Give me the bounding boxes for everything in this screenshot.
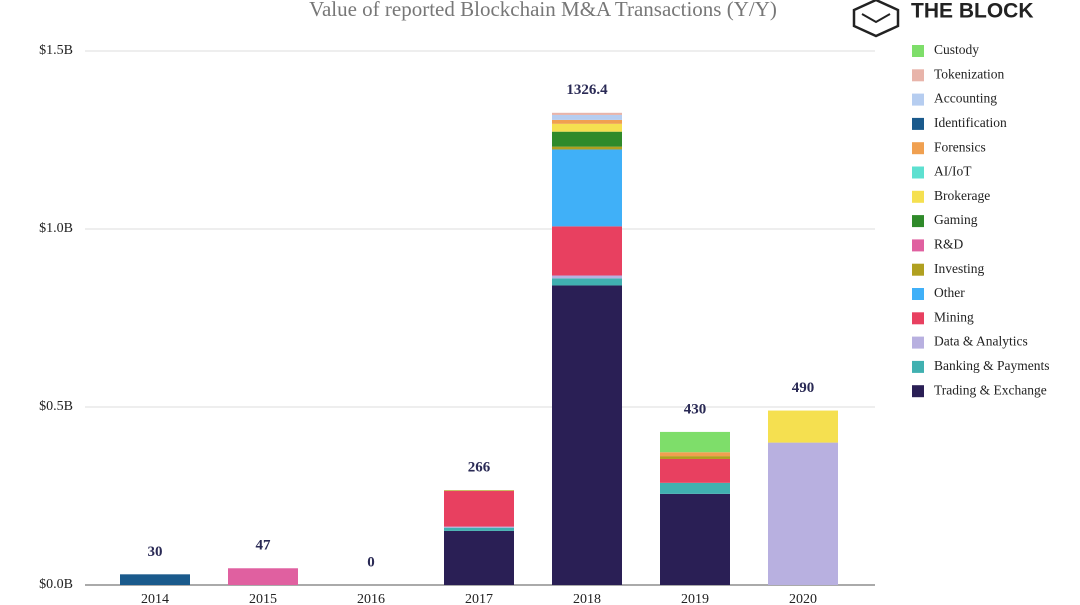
legend-label: Gaming (934, 212, 978, 227)
total-label: 1326.4 (566, 82, 608, 98)
total-label: 266 (468, 460, 491, 476)
legend-swatch (912, 312, 924, 325)
y-tick-label: $1.5B (39, 43, 73, 58)
total-label: 47 (256, 538, 272, 554)
legend-swatch (912, 166, 924, 179)
bar-segment (768, 442, 838, 585)
bar-segment (552, 114, 622, 120)
bar-segment (552, 275, 622, 279)
legend-label: Brokerage (934, 188, 990, 203)
legend-label: AI/IoT (934, 164, 972, 179)
logo-icon (852, 0, 900, 38)
bar-segment (552, 149, 622, 227)
legend-label: Custody (934, 42, 979, 57)
bar-segment (552, 278, 622, 286)
legend-label: Tokenization (934, 66, 1005, 81)
legend-swatch (912, 336, 924, 349)
total-label: 30 (148, 544, 163, 560)
legend-label: Banking & Payments (934, 358, 1050, 373)
bar-segment (768, 410, 838, 443)
bar-segment (552, 285, 622, 585)
bar-segment (660, 431, 730, 453)
bar-segment (552, 226, 622, 276)
legend-swatch (912, 142, 924, 155)
legend-swatch (912, 117, 924, 130)
legend-swatch (912, 93, 924, 106)
bar-segment (552, 119, 622, 124)
x-tick-label: 2017 (465, 592, 493, 605)
x-tick-label: 2018 (573, 592, 601, 605)
bar-segment (120, 574, 190, 585)
legend-label: R&D (934, 236, 964, 251)
bar-segment (660, 452, 730, 457)
legend-swatch (912, 263, 924, 276)
x-tick-label: 2020 (789, 592, 817, 605)
bar-segment (660, 458, 730, 483)
bar-segment (660, 456, 730, 459)
bar-segment (444, 527, 514, 531)
legend-swatch (912, 360, 924, 373)
legend-swatch (912, 69, 924, 82)
y-tick-label: $1.0B (39, 221, 73, 236)
legend-label: Accounting (934, 91, 997, 106)
x-tick-label: 2016 (357, 592, 385, 605)
legend-swatch (912, 215, 924, 228)
legend-label: Trading & Exchange (934, 382, 1047, 397)
x-tick-label: 2015 (249, 592, 277, 605)
legend-label: Mining (934, 309, 974, 324)
bar-segment (552, 131, 622, 147)
x-tick-label: 2019 (681, 592, 709, 605)
bar-segment (444, 526, 514, 528)
legend-label: Forensics (934, 139, 986, 154)
bar-segment (552, 123, 622, 132)
legend-label: Identification (934, 115, 1007, 130)
total-label: 430 (684, 401, 707, 417)
bar-segment (660, 482, 730, 494)
legend-label: Data & Analytics (934, 334, 1028, 349)
bar-segment (552, 112, 622, 115)
total-label: 490 (792, 380, 815, 396)
logo: THE BLOCK (852, 0, 1034, 38)
total-label: 0 (367, 554, 375, 570)
bar-segment (444, 490, 514, 492)
logo-text: THE BLOCK (911, 0, 1034, 23)
x-tick-label: 2014 (141, 592, 169, 605)
legend-swatch (912, 239, 924, 252)
bar-segment (444, 491, 514, 527)
bar-segment (552, 146, 622, 150)
legend-swatch (912, 385, 924, 398)
bar-segment (444, 530, 514, 585)
chart-title: Value of reported Blockchain M&A Transac… (309, 0, 777, 21)
logo-icon-line (861, 13, 891, 24)
y-tick-label: $0.5B (39, 399, 73, 414)
legend-swatch (912, 288, 924, 300)
legend-label: Other (934, 285, 965, 300)
legend-swatch (912, 190, 924, 203)
y-tick-label: $0.0B (39, 577, 73, 592)
legend-label: Investing (934, 261, 984, 276)
bar-segment (228, 568, 298, 585)
legend-swatch (912, 45, 924, 57)
bar-segment (660, 493, 730, 585)
